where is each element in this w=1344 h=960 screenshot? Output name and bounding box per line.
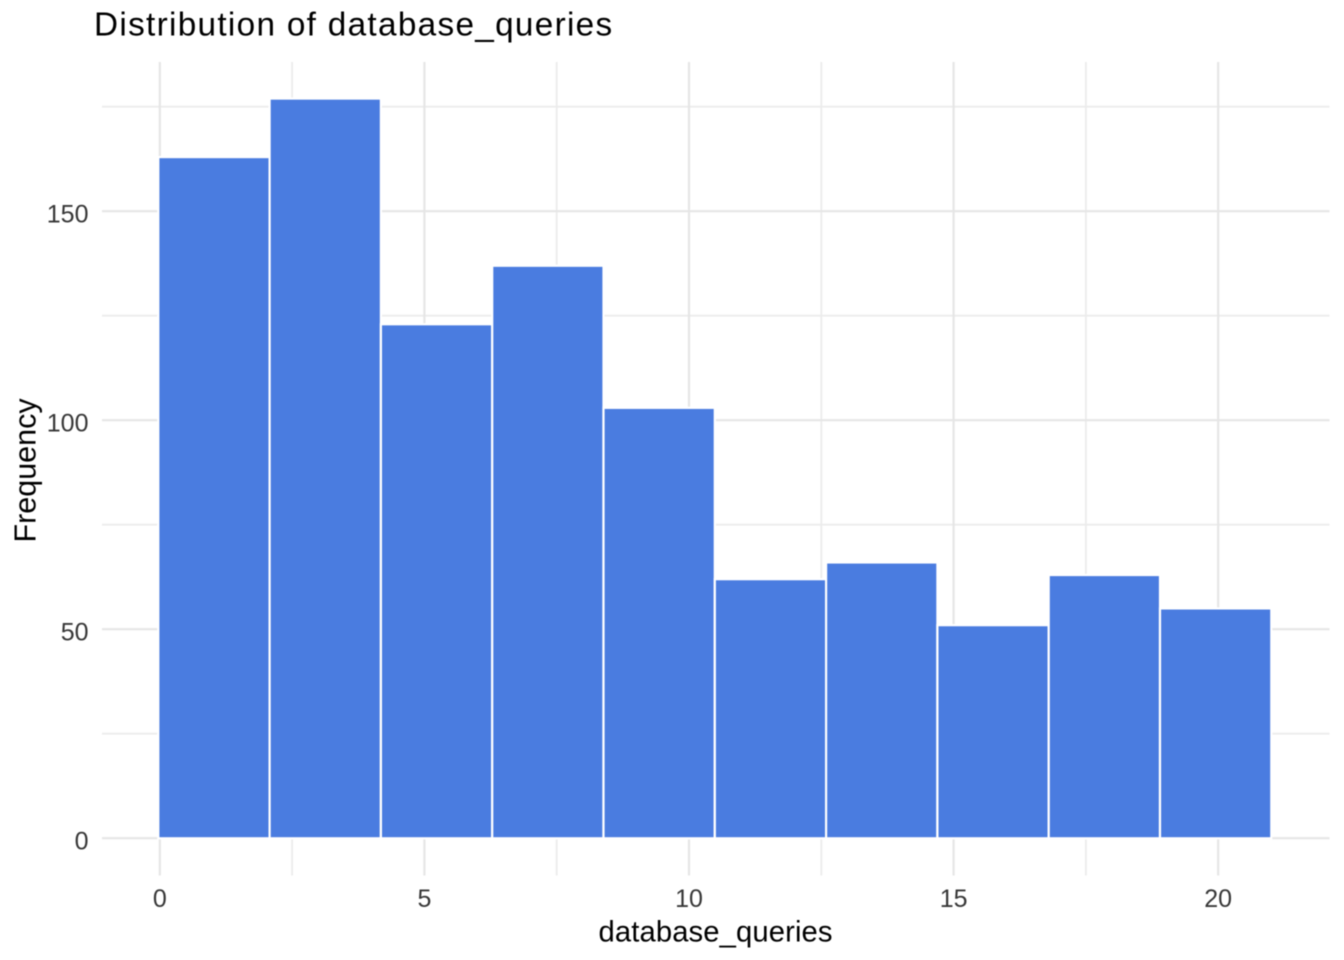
svg-text:150: 150	[47, 200, 89, 228]
svg-text:50: 50	[61, 618, 89, 646]
svg-text:100: 100	[47, 409, 89, 437]
svg-text:5: 5	[417, 885, 431, 913]
svg-text:20: 20	[1204, 885, 1232, 913]
svg-text:Distribution of database_queri: Distribution of database_queries	[94, 7, 613, 44]
svg-text:0: 0	[153, 885, 167, 913]
svg-text:15: 15	[940, 885, 968, 913]
svg-text:Frequency: Frequency	[9, 398, 43, 543]
svg-text:0: 0	[75, 827, 89, 855]
svg-text:database_queries: database_queries	[599, 917, 833, 949]
svg-text:10: 10	[675, 885, 703, 913]
